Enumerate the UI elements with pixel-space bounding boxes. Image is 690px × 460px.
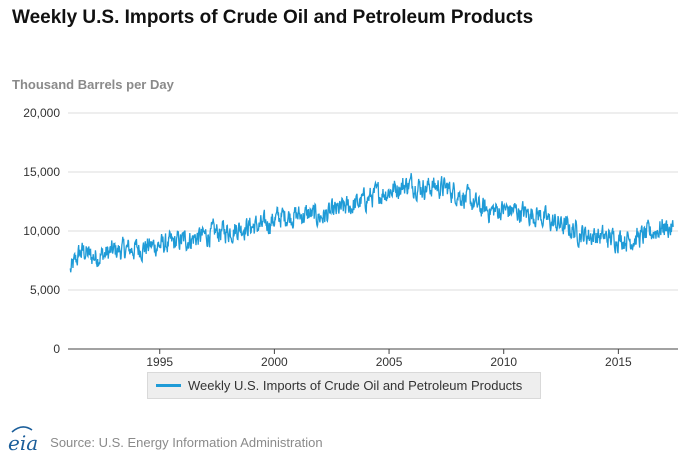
y-tick-label: 15,000 bbox=[23, 165, 60, 179]
y-tick-label: 5,000 bbox=[30, 283, 60, 297]
chart-title: Weekly U.S. Imports of Crude Oil and Pet… bbox=[12, 7, 534, 28]
legend[interactable]: Weekly U.S. Imports of Crude Oil and Pet… bbox=[147, 372, 541, 399]
y-tick-label: 20,000 bbox=[23, 106, 60, 120]
x-tick-label: 1995 bbox=[146, 355, 173, 369]
eia-logo-text: eia bbox=[8, 431, 39, 455]
source-text: Source: U.S. Energy Information Administ… bbox=[50, 434, 323, 450]
series-line[interactable] bbox=[69, 173, 674, 273]
y-tick-label: 0 bbox=[53, 342, 60, 356]
y-axis-ticks: 0 5,000 10,000 15,000 20,000 bbox=[23, 106, 60, 356]
legend-label: Weekly U.S. Imports of Crude Oil and Pet… bbox=[188, 378, 523, 393]
x-tick-label: 2015 bbox=[605, 355, 632, 369]
legend-swatch bbox=[156, 384, 181, 387]
y-tick-label: 10,000 bbox=[23, 224, 60, 238]
eia-swoosh-icon bbox=[11, 426, 33, 433]
eia-logo: eia bbox=[8, 426, 39, 455]
x-tick-label: 2010 bbox=[490, 355, 517, 369]
x-axis-ticks: 1995 2000 2005 2010 2015 bbox=[146, 349, 632, 369]
source-footer: eia Source: U.S. Energy Information Admi… bbox=[8, 426, 323, 455]
y-axis-label: Thousand Barrels per Day bbox=[12, 77, 174, 92]
x-tick-label: 2000 bbox=[261, 355, 288, 369]
x-tick-label: 2005 bbox=[376, 355, 403, 369]
